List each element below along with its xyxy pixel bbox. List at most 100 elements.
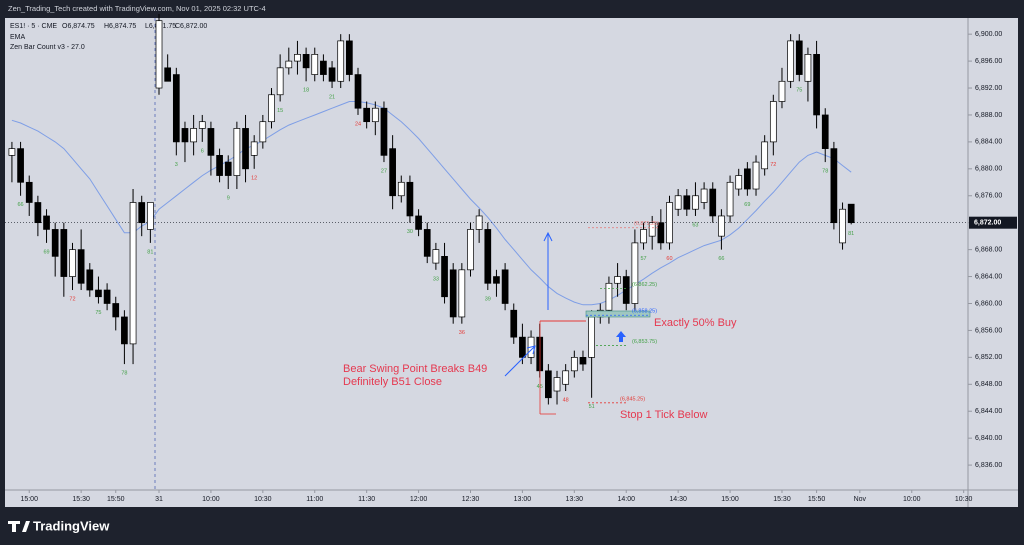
candle-body [735, 175, 743, 190]
arrow-head [543, 231, 553, 242]
x-tick-label: 10:30 [254, 496, 272, 503]
candle-body [190, 128, 197, 143]
candle-body [147, 202, 154, 230]
candle-body [493, 276, 500, 284]
y-tick-label: 6,836.00 [975, 462, 1002, 469]
chart-area [5, 18, 1018, 507]
candle-body [51, 229, 59, 257]
candle-body [700, 188, 708, 203]
bar-count: 6 [201, 148, 204, 154]
drawings [504, 231, 651, 415]
y-tick-label: 6,888.00 [975, 112, 1002, 119]
y-tick-label: 6,896.00 [975, 58, 1002, 65]
bar-count: 21 [329, 94, 335, 100]
candle-body [95, 289, 102, 298]
candle-body [363, 107, 371, 123]
candle-body [60, 229, 68, 277]
ohlc-open: O6,874.75 [62, 23, 95, 30]
bar-count: 69 [43, 249, 49, 255]
x-tick-label: 11:00 [306, 496, 323, 503]
candle-body [553, 377, 561, 392]
annotation: Exactly 50% Buy [654, 317, 737, 329]
candle-body [718, 215, 725, 237]
bar-count: 15 [277, 108, 283, 114]
annotation: Definitely B51 Close [343, 376, 442, 388]
x-tick-label: 15:00 [721, 496, 739, 503]
candle-body [276, 67, 284, 96]
candle-body [761, 141, 769, 170]
x-tick-label: 31 [155, 496, 163, 503]
brand: TradingView [33, 518, 110, 533]
candle-body [354, 74, 362, 109]
candle-body [804, 54, 812, 82]
candle-body [43, 215, 50, 230]
y-tick-label: 6,880.00 [975, 166, 1002, 173]
price-label: (6,853.75) [632, 339, 657, 345]
bar-count: 75 [95, 310, 101, 316]
candle-body [423, 229, 431, 257]
candle-body [674, 195, 682, 210]
candle-body [17, 148, 24, 183]
candle-body [69, 249, 76, 277]
bar-count: 78 [822, 169, 828, 175]
x-tick-label: 15:50 [107, 496, 125, 503]
candle-body [34, 202, 42, 224]
candle-body [164, 67, 172, 82]
bar-count: 66 [718, 256, 724, 262]
candle-body [614, 276, 621, 284]
y-tick-label: 6,848.00 [975, 381, 1002, 388]
candle-body [622, 276, 630, 304]
candle-body [458, 269, 466, 318]
candle-body [648, 222, 656, 237]
x-tick-label: 15:30 [773, 496, 791, 503]
candle-body [121, 316, 128, 345]
candle-body [579, 357, 587, 365]
y-tick-label: 6,900.00 [975, 31, 1002, 38]
x-tick-label: 12:30 [462, 496, 480, 503]
y-tick-label: 6,868.00 [975, 246, 1002, 253]
bar-count: 69 [744, 202, 750, 208]
indicator-name: EMA [10, 34, 26, 41]
bar-count: 18 [303, 88, 309, 94]
y-tick-label: 6,844.00 [975, 408, 1002, 415]
candle-body [562, 370, 570, 385]
candle-body [847, 203, 855, 224]
x-tick-label: Nov [854, 496, 867, 503]
candle-body [406, 181, 414, 217]
header-text: Zen_Trading_Tech created with TradingVie… [8, 4, 266, 13]
plot: 6,836.00 6,840.00 6,844.00 6,848.00 6,852.00… [5, 13, 1017, 503]
candle-body [320, 60, 327, 75]
ohlc-close: C6,872.00 [175, 23, 207, 30]
candle-body [795, 40, 803, 75]
bar-count: 60 [666, 256, 672, 262]
symbol: ES1! · 5 · CME [10, 23, 57, 30]
price-label: (6,858.25) [632, 309, 657, 315]
bar-count: 33 [433, 276, 439, 282]
price-label: (6,845.25) [620, 396, 645, 402]
candle-body [432, 249, 440, 264]
annotation: Stop 1 Tick Below [620, 409, 707, 421]
candle-body [198, 121, 206, 129]
candle-body [510, 309, 518, 338]
candle-body [172, 74, 180, 143]
candle-body [207, 128, 215, 156]
candle-body [371, 107, 379, 123]
bar-count: 36 [459, 330, 465, 336]
candle-body [155, 20, 163, 89]
y-tick-label: 6,884.00 [975, 139, 1002, 146]
candle-body [103, 289, 111, 304]
candle-body [501, 269, 509, 304]
bar-count: 72 [69, 296, 75, 302]
indicator-name: Zen Bar Count v3 - 27.0 [10, 44, 85, 51]
brand-logo [8, 521, 30, 532]
candle-body [683, 195, 691, 210]
candle-body [294, 54, 301, 62]
candle-body [709, 188, 717, 217]
bar-count: 3 [175, 162, 178, 168]
bar-count: 30 [407, 229, 413, 235]
candle-body [605, 282, 613, 311]
x-tick-label: 10:00 [903, 496, 921, 503]
candle-body [475, 215, 483, 230]
bar-count: 81 [848, 231, 854, 237]
